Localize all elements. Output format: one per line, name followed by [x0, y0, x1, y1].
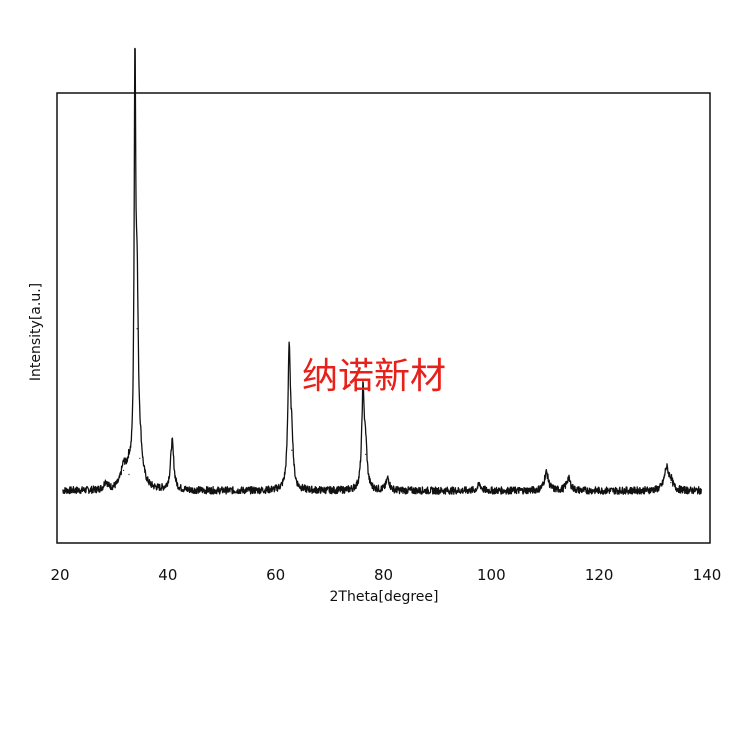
x-tick-label: 100	[477, 566, 506, 584]
peak-point	[362, 392, 364, 395]
peak-markers	[105, 97, 672, 486]
watermark-text: 纳诺新材	[302, 356, 446, 397]
x-tick-label: 40	[158, 566, 177, 584]
peak-point	[123, 469, 125, 471]
x-tick-labels: 20 40 60 80 100 120 140	[50, 566, 721, 584]
series-line-xrd	[62, 47, 702, 495]
peak-point	[139, 457, 141, 459]
peak-point	[567, 478, 570, 480]
peak-point	[288, 352, 290, 354]
x-axis-label: 2Theta[degree]	[330, 589, 439, 605]
peak-point	[134, 97, 136, 99]
x-tick-label: 60	[266, 566, 285, 584]
peak-point	[365, 453, 367, 455]
peak-point	[666, 467, 668, 469]
y-axis-label: Intensity[a.u.]	[28, 283, 44, 381]
peak-point	[545, 471, 547, 474]
peak-point	[387, 478, 389, 480]
plot-frame	[56, 92, 711, 544]
peak-point	[136, 328, 138, 330]
x-tick-label: 80	[374, 566, 393, 584]
x-tick-label: 140	[693, 566, 722, 584]
peak-point	[128, 473, 130, 476]
peak-point	[291, 449, 293, 451]
peak-point	[171, 441, 173, 443]
x-tick-label: 120	[585, 566, 614, 584]
peak-point	[670, 482, 672, 484]
x-tick-label: 20	[50, 566, 69, 584]
peak-point	[105, 482, 107, 484]
peak-point	[478, 484, 481, 486]
